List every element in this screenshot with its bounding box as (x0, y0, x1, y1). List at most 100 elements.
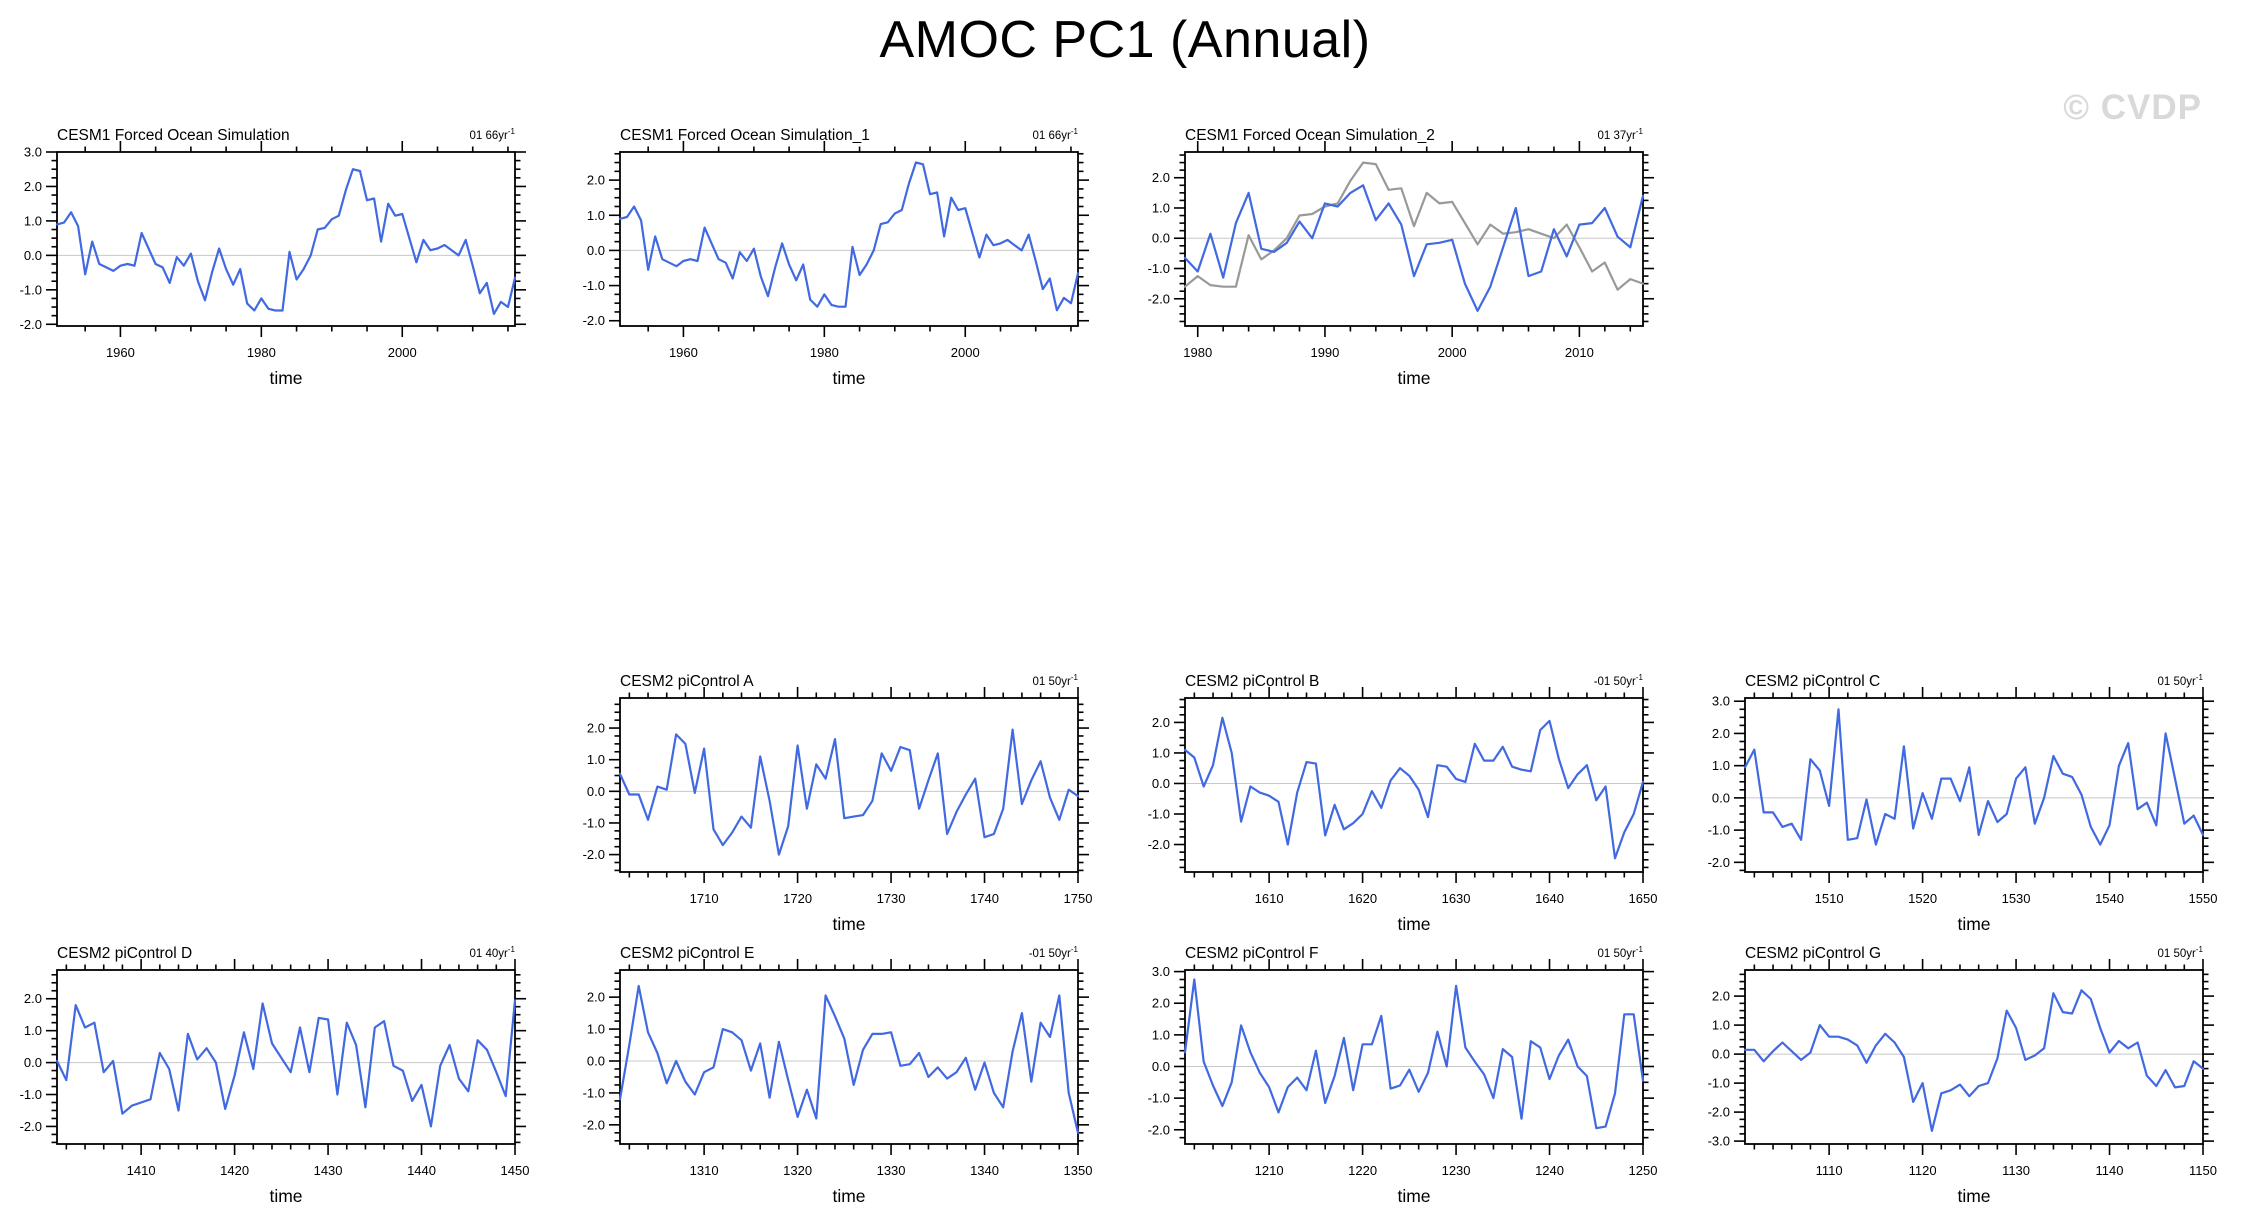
series-line-amoc-pc1 (1183, 184, 1645, 312)
y-axis-tick-label: 0.0 (587, 784, 605, 799)
x-axis-tick-label: 1730 (877, 891, 906, 906)
x-axis-tick-label: 1990 (1310, 345, 1339, 360)
x-axis-tick-label: 1410 (127, 1163, 156, 1178)
y-axis-tick-label: 1.0 (587, 208, 605, 223)
x-axis-title: time (1397, 368, 1430, 386)
chart-svg: 1210 1220 1230 1240 1250 3.0 2.0 1.0 0.0 -1.0 -2.0… (1148, 945, 1658, 1206)
x-axis-title: time (269, 1186, 302, 1204)
y-axis-tick-label: 0.0 (24, 1055, 42, 1070)
x-axis-tick-label: 1540 (2095, 891, 2124, 906)
y-axis-tick-label: 0.0 (1712, 790, 1730, 805)
y-axis-tick-label: 2.0 (1152, 715, 1170, 730)
chart-svg: 1960 1980 2000 3.0 2.0 1.0 0.0 -1.0 -2.0 CESM1 Fo… (20, 127, 526, 388)
x-axis-tick-label: 1240 (1535, 1163, 1564, 1178)
x-axis-tick-label: 1250 (1629, 1163, 1658, 1178)
x-axis-tick-label: 1530 (2002, 891, 2031, 906)
chart-title: CESM2 piControl D (57, 945, 192, 962)
x-axis-tick-label: 1420 (220, 1163, 249, 1178)
chart-stat-label: 01 50yr-1 (2158, 673, 2204, 688)
chart-svg: 1980 1990 2000 2010 2.0 1.0 0.0 -1.0 -2.0 CESM1 F… (1148, 127, 1654, 388)
y-axis-tick-label: 2.0 (1712, 726, 1730, 741)
y-axis-tick-label: 0.0 (1152, 231, 1170, 246)
y-axis-tick-label: 1.0 (587, 1022, 605, 1037)
chart-svg: 1110 1120 1130 1140 1150 2.0 1.0 0.0 -1.0 -2.0 -3.… (1708, 945, 2217, 1206)
y-axis-tick-label: 1.0 (587, 752, 605, 767)
x-axis-tick-label: 2010 (1565, 345, 1594, 360)
chart-cesm2-picontrol-d: 1410 1420 1430 1440 1450 2.0 1.0 0.0 -1.0 -2.0 CES… (9, 930, 549, 1209)
x-axis-tick-label: 1150 (2189, 1163, 2217, 1178)
y-axis-tick-label: 1.0 (1712, 1018, 1730, 1033)
x-axis-tick-label: 1610 (1255, 891, 1284, 906)
y-axis-tick-label: 0.0 (587, 243, 605, 258)
chart-svg: 1410 1420 1430 1440 1450 2.0 1.0 0.0 -1.0 -2.0 CES… (20, 945, 530, 1206)
chart-stat-label: 01 66yr-1 (470, 127, 516, 142)
x-axis-title: time (1397, 914, 1430, 932)
chart-title: CESM2 piControl E (620, 945, 754, 962)
y-axis-tick-label: 2.0 (587, 990, 605, 1005)
x-axis-tick-label: 1230 (1442, 1163, 1471, 1178)
y-axis-tick-label: 0.0 (24, 248, 42, 263)
plot-frame (1744, 697, 2204, 873)
y-axis-tick-label: -1.0 (20, 282, 42, 297)
chart-title: CESM2 piControl A (620, 673, 754, 690)
y-axis-tick-label: -2.0 (1148, 291, 1170, 306)
y-axis-tick-label: 0.0 (1712, 1047, 1730, 1062)
y-axis-tick-label: 1.0 (1152, 200, 1170, 215)
x-axis-tick-label: 1740 (970, 891, 999, 906)
chart-svg: 1960 1980 2000 2.0 1.0 0.0 -1.0 -2.0 CESM1 Force… (583, 127, 1089, 388)
y-axis-tick-label: -2.0 (1708, 1105, 1730, 1120)
x-axis-tick-label: 1750 (1064, 891, 1093, 906)
x-axis-tick-label: 1960 (669, 345, 698, 360)
x-axis-tick-label: 1220 (1348, 1163, 1377, 1178)
chart-cesm2-picontrol-g: 1110 1120 1130 1140 1150 2.0 1.0 0.0 -1.0 -2.0 -3.… (1697, 930, 2237, 1209)
series-line-amoc-pc1 (1743, 708, 2205, 846)
y-axis-tick-label: -2.0 (20, 317, 42, 332)
axis-ticks (1174, 959, 1654, 1155)
chart-title: CESM2 piControl C (1745, 673, 1880, 690)
y-axis-tick-label: -1.0 (1148, 807, 1170, 822)
y-axis-tick-label: 1.0 (1152, 1027, 1170, 1042)
y-axis-tick-label: 1.0 (1152, 745, 1170, 760)
series-line-amoc-pc1 (55, 999, 517, 1128)
x-axis-tick-label: 1440 (407, 1163, 436, 1178)
axis-ticks (609, 141, 1089, 337)
y-axis-tick-label: 2.0 (24, 991, 42, 1006)
y-axis-tick-label: 1.0 (1712, 758, 1730, 773)
x-axis-title: time (1397, 1186, 1430, 1204)
y-axis-tick-label: 3.0 (1152, 964, 1170, 979)
series-line-amoc-pc1 (1183, 978, 1645, 1130)
axis-ticks (46, 959, 526, 1155)
x-axis-title: time (269, 368, 302, 386)
x-axis-tick-label: 1980 (247, 345, 276, 360)
plot-frame (619, 697, 1079, 873)
axis-ticks (1174, 687, 1654, 883)
cvdp-watermark: © CVDP (2063, 88, 2202, 127)
plot-frame (1184, 697, 1644, 873)
x-axis-title: time (1957, 914, 1990, 932)
x-axis-tick-label: 1640 (1535, 891, 1564, 906)
y-axis-tick-label: 3.0 (24, 145, 42, 160)
y-axis-tick-label: -2.0 (583, 313, 605, 328)
chart-cesm2-picontrol-e: 1310 1320 1330 1340 1350 2.0 1.0 0.0 -1.0 -2.0 CES… (572, 930, 1112, 1209)
y-axis-tick-label: 0.0 (1152, 776, 1170, 791)
y-axis-tick-label: 0.0 (587, 1053, 605, 1068)
x-axis-tick-label: 1110 (1816, 1163, 1843, 1178)
y-axis-tick-label: -1.0 (1708, 1076, 1730, 1091)
y-axis-tick-label: 1.0 (24, 213, 42, 228)
plot-frame (1184, 151, 1644, 327)
plot-frame (619, 151, 1079, 327)
y-axis-tick-label: 2.0 (587, 721, 605, 736)
y-axis-tick-label: -1.0 (583, 1085, 605, 1100)
x-axis-tick-label: 1120 (1909, 1163, 1937, 1178)
chart-title: CESM2 piControl G (1745, 945, 1881, 962)
chart-stat-label: -01 50yr-1 (1029, 945, 1079, 960)
plot-frame (1744, 969, 2204, 1145)
series-line-amoc-pc1 (1743, 989, 2205, 1132)
series-line-amoc-pc1 (55, 168, 517, 315)
y-axis-tick-label: -2.0 (1148, 1122, 1170, 1137)
x-axis-tick-label: 1630 (1442, 891, 1471, 906)
chart-title: CESM2 piControl F (1185, 945, 1319, 962)
series-line-amoc-pc1 (618, 161, 1080, 312)
y-axis-tick-label: -1.0 (1148, 1091, 1170, 1106)
